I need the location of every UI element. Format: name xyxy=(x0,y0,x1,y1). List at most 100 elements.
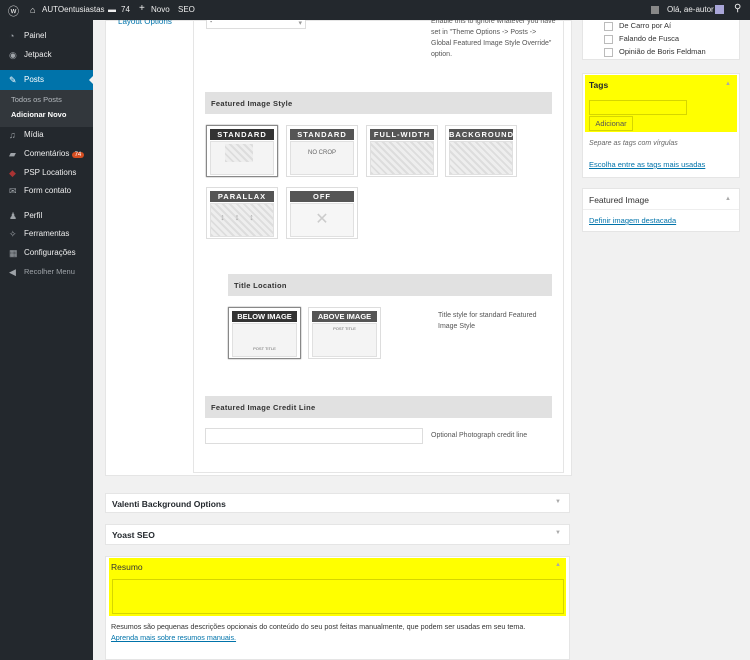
no-crop-preview-icon: NO CROP xyxy=(290,141,354,175)
toggle-arrow-icon[interactable]: ▲ xyxy=(725,196,731,202)
yoast-box-header[interactable]: Yoast SEO ▼ xyxy=(105,524,570,545)
submenu-add-new[interactable]: Adicionar Novo xyxy=(11,110,67,119)
featured-image-title[interactable]: Featured Image xyxy=(589,195,650,205)
style-full-width[interactable]: FULL-WIDTH xyxy=(366,125,438,177)
sidebar-item-jetpack[interactable]: ◉ Jetpack xyxy=(0,46,93,64)
style-off[interactable]: OFF ✕ xyxy=(286,187,358,239)
comments-count-link[interactable]: 74 xyxy=(121,5,130,14)
site-name-link[interactable]: AUTOentusiastas xyxy=(42,5,105,14)
tile-label: STANDARD xyxy=(290,129,354,140)
toggle-arrow-icon[interactable]: ▲ xyxy=(555,562,561,568)
submenu-all-posts[interactable]: Todos os Posts xyxy=(11,95,62,104)
checkbox[interactable] xyxy=(604,34,613,44)
tile-label: BELOW IMAGE xyxy=(232,311,297,322)
resumo-title[interactable]: Resumo xyxy=(111,562,143,572)
style-standard-no-crop[interactable]: STANDARD NO CROP xyxy=(286,125,358,177)
layout-options-tab[interactable]: Layout Options xyxy=(118,17,172,26)
tags-hint: Separe as tags com vírgulas xyxy=(589,140,678,147)
home-icon: ⌂ xyxy=(30,5,36,15)
jetpack-icon: ◉ xyxy=(9,50,17,60)
set-featured-image-link[interactable]: Definir imagem destacada xyxy=(589,216,677,225)
tile-label: ABOVE IMAGE xyxy=(312,311,377,322)
dashboard-icon: ◔ xyxy=(9,31,15,41)
style-standard[interactable]: STANDARD xyxy=(206,125,278,177)
background-preview-icon xyxy=(449,141,513,175)
sidebar-item-painel[interactable]: ◔ Painel xyxy=(0,27,93,45)
location-below-image[interactable]: BELOW IMAGE POST TITLE xyxy=(228,307,301,359)
sidebar-item-label: Configurações xyxy=(24,248,76,257)
category-label: De Carro por Aí xyxy=(619,21,672,30)
media-icon: ♫ xyxy=(9,130,16,140)
valenti-box-header[interactable]: Valenti Background Options ▼ xyxy=(105,493,570,513)
credit-line-header: Featured Image Credit Line xyxy=(205,396,552,418)
sidebar-item-label: Form contato xyxy=(24,186,72,195)
new-link[interactable]: Novo xyxy=(151,5,170,14)
category-item[interactable]: De Carro por Aí xyxy=(604,21,671,31)
settings-icon: ▦ xyxy=(9,248,18,258)
sidebar-item-label: Ferramentas xyxy=(24,229,70,238)
checkbox[interactable] xyxy=(604,47,613,57)
sidebar-item-perfil[interactable]: ♟ Perfil xyxy=(0,207,93,225)
title-location-header: Title Location xyxy=(228,274,552,296)
toggle-arrow-icon[interactable]: ▼ xyxy=(555,530,561,536)
category-label: Opinião de Boris Feldman xyxy=(619,47,706,56)
tags-box: Tags ▲ Adicionar Separe as tags com vírg… xyxy=(582,73,740,178)
admin-bar: ⓦ ⌂ AUTOentusiastas ▬ 74 + Novo SEO Olá,… xyxy=(0,0,750,20)
style-background[interactable]: BACKGROUND xyxy=(445,125,517,177)
tile-label: STANDARD xyxy=(210,129,274,140)
resumo-learn-more-link[interactable]: Aprenda mais sobre resumos manuais. xyxy=(111,633,237,642)
most-used-tags-link[interactable]: Escolha entre as tags mais usadas xyxy=(589,160,706,169)
sidebar-item-label: PSP Locations xyxy=(24,168,77,177)
category-item[interactable]: Opinião de Boris Feldman xyxy=(604,47,706,57)
category-item[interactable]: Falando de Fusca xyxy=(604,34,679,44)
box-title: Yoast SEO xyxy=(112,530,155,540)
tile-label: FULL-WIDTH xyxy=(370,129,434,140)
full-width-preview-icon xyxy=(370,141,434,175)
toggle-arrow-icon[interactable]: ▲ xyxy=(725,81,731,87)
sidebar-item-posts[interactable]: ✎ Posts xyxy=(0,70,93,90)
style-parallax[interactable]: PARALLAX ↕↕↕ xyxy=(206,187,278,239)
standard-preview-icon xyxy=(210,141,274,175)
location-above-image[interactable]: ABOVE IMAGE POST TITLE xyxy=(308,307,381,359)
tags-title[interactable]: Tags xyxy=(589,80,609,90)
comments-badge: 74 xyxy=(71,152,85,158)
sidebar-item-midia[interactable]: ♫ Mídia xyxy=(0,126,93,144)
notification-icon[interactable] xyxy=(651,6,659,14)
credit-line-input[interactable] xyxy=(205,428,423,444)
sidebar-item-label: Painel xyxy=(24,31,47,40)
sidebar-item-label: Comentários xyxy=(24,149,70,158)
sidebar-item-label: Mídia xyxy=(24,130,44,139)
checkbox[interactable] xyxy=(604,21,613,31)
tile-label: OFF xyxy=(290,191,354,202)
location-icon: ◆ xyxy=(9,168,16,178)
sidebar-item-configuracoes[interactable]: ▦ Configurações xyxy=(0,244,93,262)
sidebar-item-ferramentas[interactable]: ✧ Ferramentas xyxy=(0,225,93,243)
categories-box: De Carro por Aí Falando de Fusca Opinião… xyxy=(582,20,740,60)
avatar[interactable] xyxy=(715,5,724,14)
sidebar-item-psp-locations[interactable]: ◆ PSP Locations xyxy=(0,164,93,182)
sidebar-item-comentarios[interactable]: ▰ Comentários 74 xyxy=(0,145,93,163)
pin-icon: ✎ xyxy=(9,75,17,85)
search-icon[interactable]: ⚲ xyxy=(734,3,742,14)
featured-image-style-header: Featured Image Style xyxy=(205,92,552,114)
resumo-textarea[interactable] xyxy=(112,579,564,614)
resumo-box: Resumo ▲ Resumos são pequenas descrições… xyxy=(105,556,570,660)
tile-label: PARALLAX xyxy=(210,191,274,202)
post-title-label: POST TITLE xyxy=(333,326,356,331)
off-x-icon: ✕ xyxy=(290,203,354,237)
account-greeting[interactable]: Olá, ae-autor xyxy=(667,5,714,14)
wordpress-logo-icon[interactable]: ⓦ xyxy=(8,6,19,18)
category-label: Falando de Fusca xyxy=(619,34,680,43)
mail-icon: ✉ xyxy=(9,186,17,196)
toggle-arrow-icon[interactable]: ▼ xyxy=(555,499,561,505)
divider xyxy=(583,209,739,210)
add-tag-button[interactable]: Adicionar xyxy=(589,116,633,131)
select-value: - xyxy=(210,19,213,26)
tags-input[interactable] xyxy=(589,100,687,115)
sidebar-collapse[interactable]: ◀ Recolher Menu xyxy=(0,263,93,281)
posts-submenu: Todos os Posts Adicionar Novo xyxy=(0,90,93,127)
options-content xyxy=(193,21,564,473)
sidebar-item-form-contato[interactable]: ✉ Form contato xyxy=(0,182,93,200)
wrench-icon: ✧ xyxy=(9,229,17,239)
seo-link[interactable]: SEO xyxy=(178,5,195,14)
